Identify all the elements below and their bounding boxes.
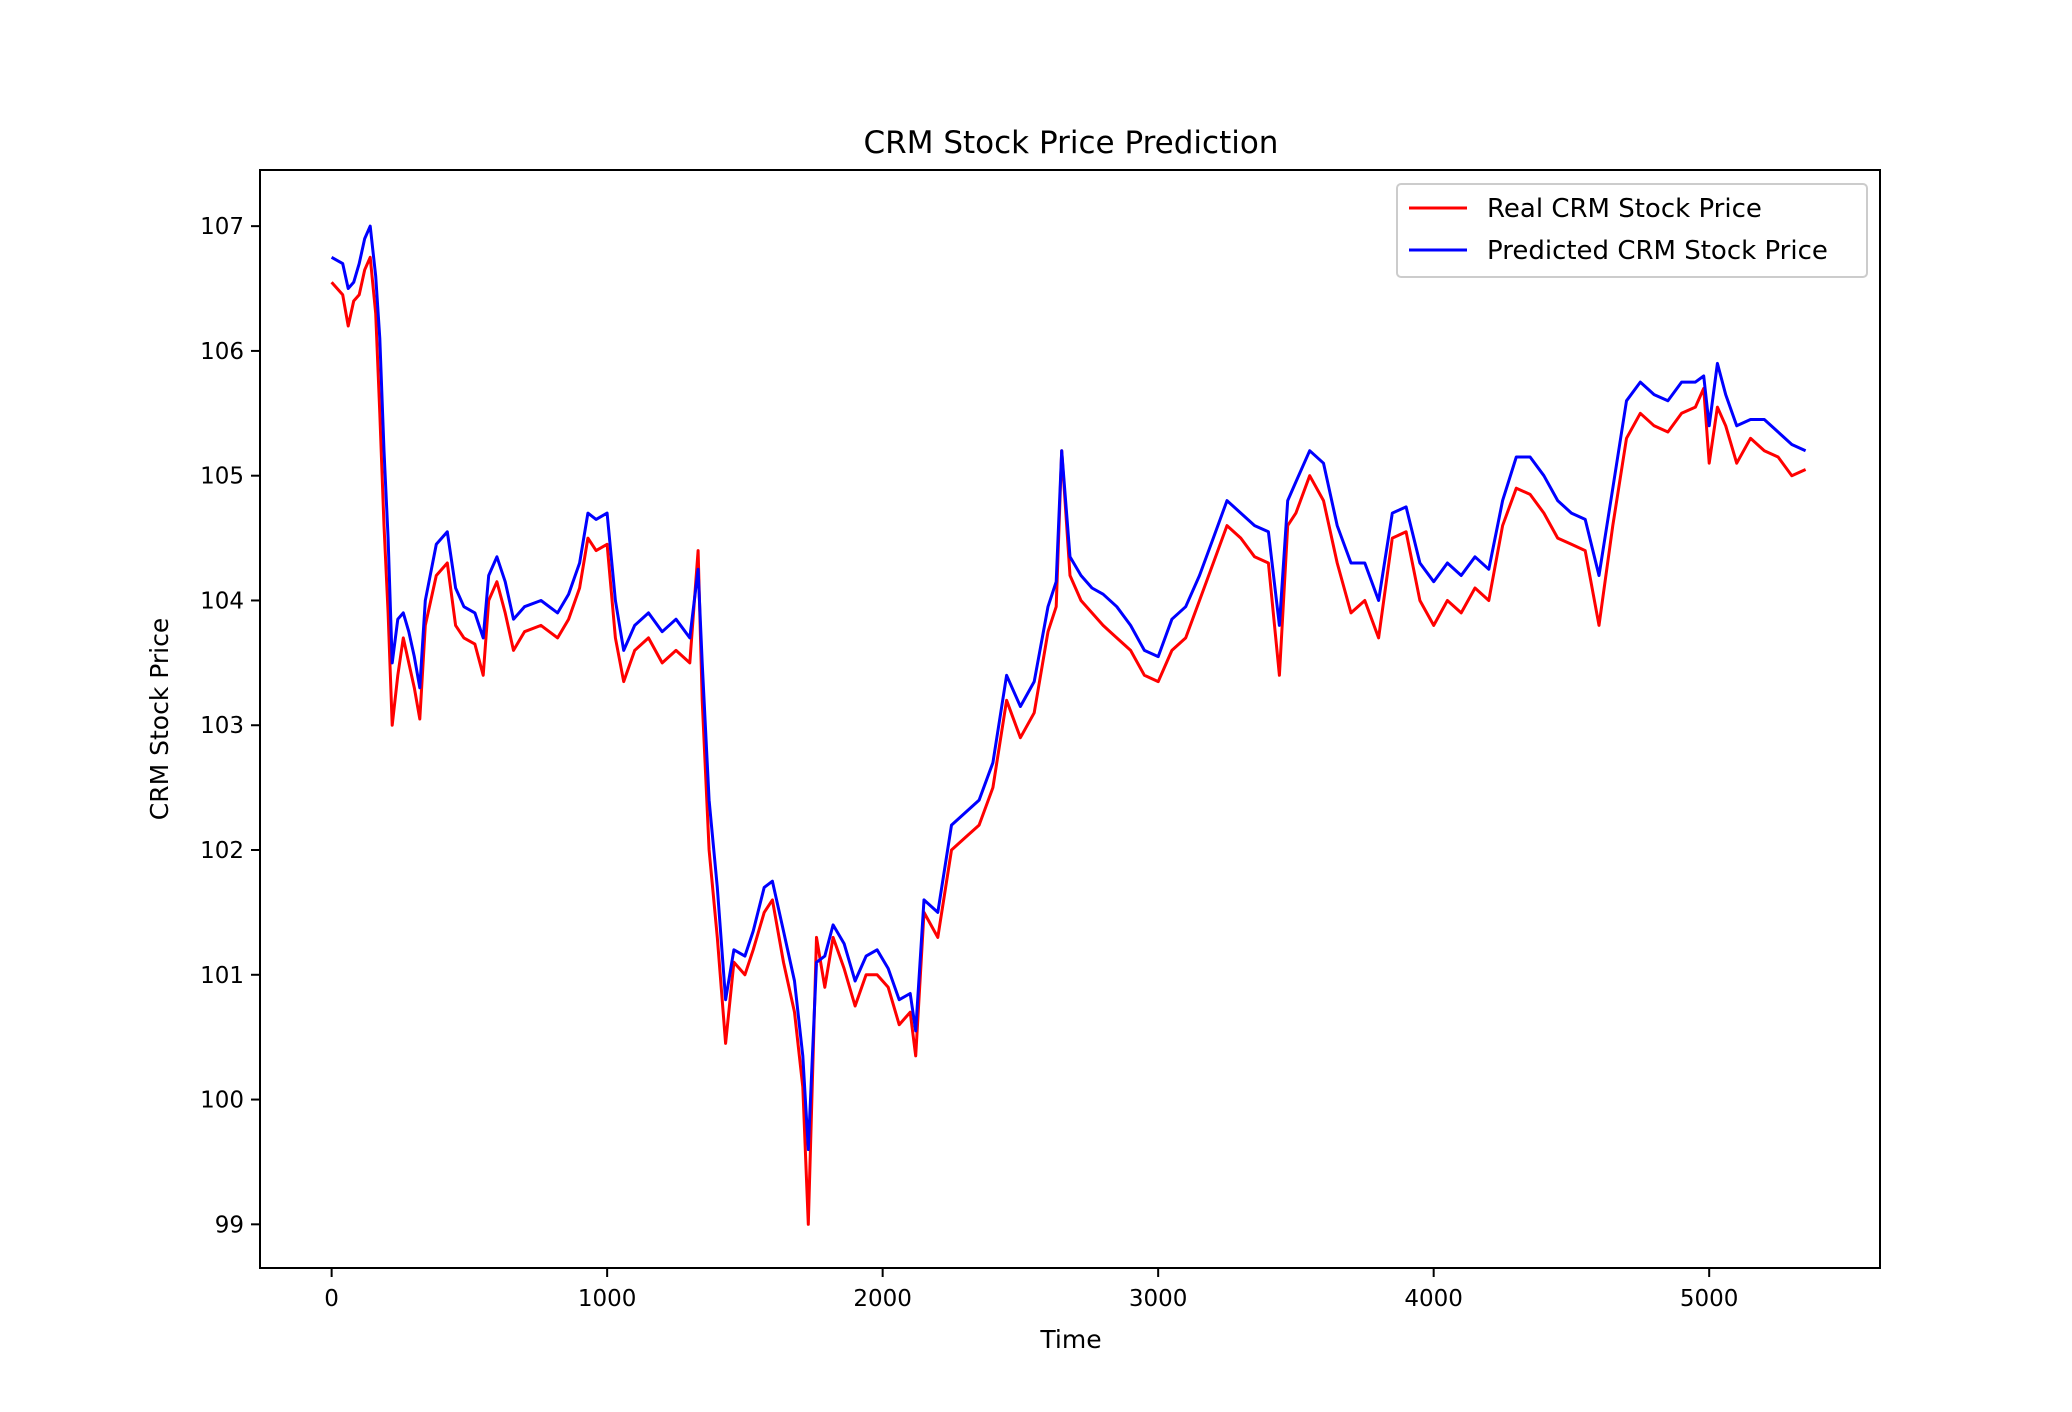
y-axis: 99 100 101 102 103 104 105 106 107 — [200, 214, 260, 1238]
legend-box — [1396, 183, 1868, 278]
y-axis-title: CRM Stock Price — [145, 618, 174, 820]
series-line-predicted — [330, 224, 1807, 1151]
y-tick-label: 102 — [200, 838, 244, 864]
y-tick-label: 100 — [200, 1088, 244, 1114]
plot-frame — [259, 169, 1881, 1269]
y-tick-label: 103 — [200, 713, 244, 739]
x-tick-label: 3000 — [1129, 1286, 1188, 1312]
series-line-real — [330, 255, 1807, 1226]
legend: Real CRM Stock Price Predicted CRM Stock… — [1396, 183, 1868, 278]
y-tick-label: 99 — [215, 1212, 244, 1238]
legend-label-real: Real CRM Stock Price — [1487, 194, 1762, 224]
y-tick-label: 104 — [200, 588, 244, 614]
chart-title: CRM Stock Price Prediction — [864, 125, 1279, 161]
x-axis-title: Time — [1039, 1325, 1101, 1354]
x-tick-label: 2000 — [853, 1286, 912, 1312]
y-tick-label: 101 — [200, 963, 244, 989]
y-tick-label: 105 — [200, 464, 244, 490]
x-tick-label: 0 — [324, 1286, 339, 1312]
y-tick-label: 106 — [200, 339, 244, 365]
legend-label-predicted: Predicted CRM Stock Price — [1487, 236, 1828, 266]
x-axis: 0 1000 2000 3000 4000 5000 — [324, 1268, 1738, 1312]
y-tick-label: 107 — [200, 214, 244, 240]
x-tick-label: 4000 — [1404, 1286, 1463, 1312]
x-tick-label: 5000 — [1680, 1286, 1739, 1312]
x-tick-label: 1000 — [578, 1286, 637, 1312]
series-layer — [330, 224, 1807, 1226]
